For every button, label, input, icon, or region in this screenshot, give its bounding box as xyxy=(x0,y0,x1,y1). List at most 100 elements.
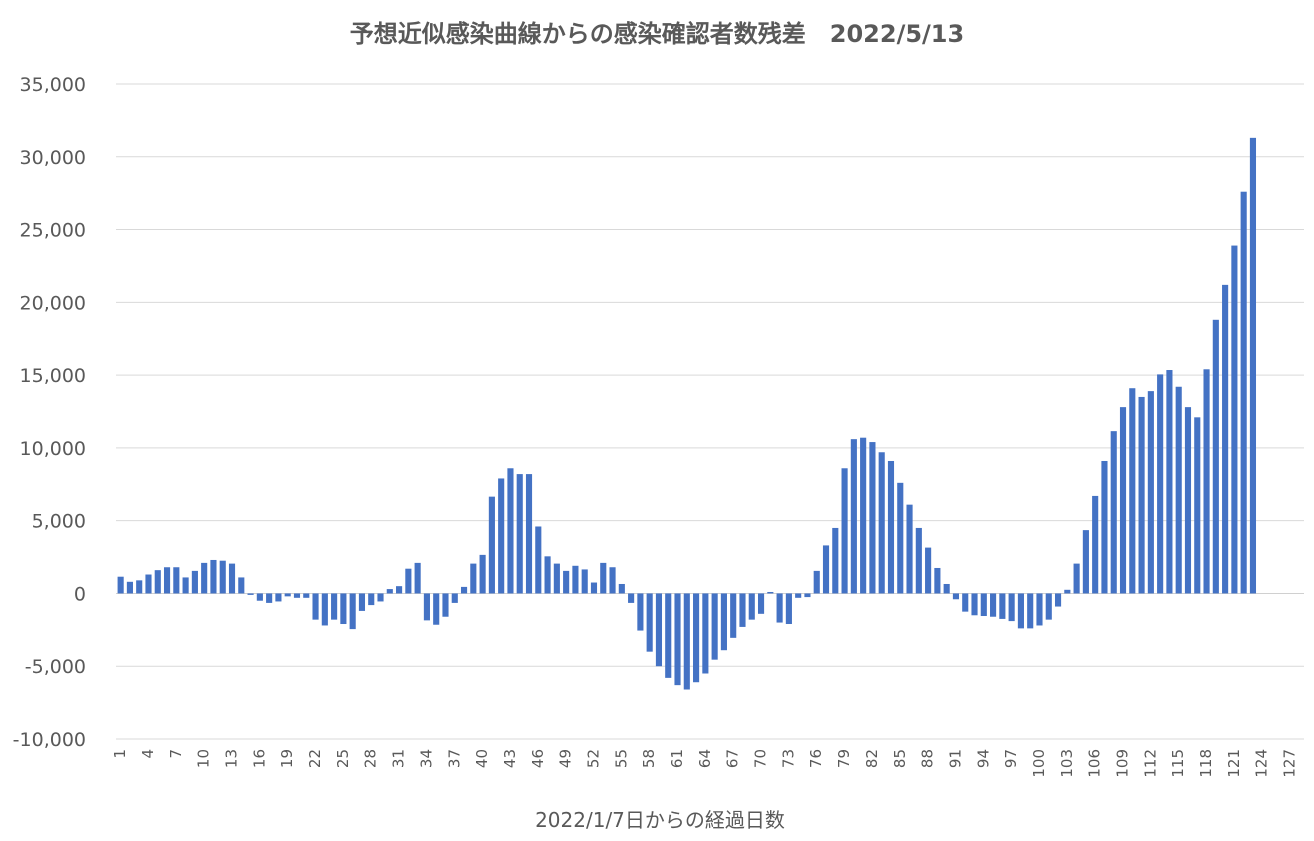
bar xyxy=(1231,245,1238,594)
bar xyxy=(507,468,514,594)
bar xyxy=(1017,593,1024,629)
bar xyxy=(173,567,180,594)
bar xyxy=(887,460,895,594)
bar xyxy=(971,593,978,616)
chart-title: 予想近似感染曲線からの感染確認者数残差 2022/5/13 xyxy=(349,20,965,48)
bar xyxy=(860,437,867,594)
bar xyxy=(618,583,625,594)
x-tick-label: 4 xyxy=(139,749,157,759)
bar xyxy=(163,567,171,594)
x-tick-label: 73 xyxy=(779,749,797,768)
x-tick-label: 13 xyxy=(223,749,241,768)
bar xyxy=(191,570,198,594)
bar xyxy=(340,593,347,625)
bar xyxy=(1045,593,1052,620)
bar xyxy=(990,593,997,617)
x-tick-label: 34 xyxy=(417,749,435,768)
x-tick-label: 97 xyxy=(1002,749,1020,768)
bar xyxy=(368,593,375,606)
x-tick-label: 112 xyxy=(1141,749,1159,778)
bar xyxy=(767,591,774,594)
bar xyxy=(609,567,616,594)
bar xyxy=(1147,391,1154,594)
bar xyxy=(952,593,960,600)
bar xyxy=(358,593,366,611)
x-tick-label: 52 xyxy=(584,749,602,768)
bar xyxy=(1129,388,1136,594)
bar xyxy=(925,547,932,594)
bar xyxy=(1249,137,1257,594)
x-tick-label: 58 xyxy=(640,749,658,768)
bar xyxy=(1119,407,1127,594)
x-tick-label: 7 xyxy=(167,749,185,759)
bar xyxy=(1184,407,1192,594)
x-tick-label: 64 xyxy=(696,749,714,768)
bar xyxy=(655,593,663,667)
bar xyxy=(1073,563,1080,594)
y-tick-label: 25,000 xyxy=(20,220,86,242)
x-tick-label: 49 xyxy=(557,749,575,768)
bar xyxy=(1027,593,1034,629)
bar xyxy=(915,527,922,594)
bar xyxy=(795,593,802,598)
bar xyxy=(321,593,328,626)
x-tick-label: 46 xyxy=(529,749,547,768)
bar xyxy=(386,589,393,594)
x-tick-label: 124 xyxy=(1253,749,1271,778)
bar xyxy=(878,452,885,594)
y-tick-label: 15,000 xyxy=(20,365,86,387)
bar xyxy=(1008,593,1015,622)
x-tick-label: 85 xyxy=(891,749,909,768)
x-tick-label: 121 xyxy=(1225,749,1243,778)
bar xyxy=(980,593,987,617)
bar xyxy=(693,593,700,683)
y-tick-label: 30,000 xyxy=(20,147,86,169)
x-tick-label: 31 xyxy=(390,749,408,768)
bar xyxy=(1240,191,1247,594)
bar xyxy=(776,593,783,623)
bar xyxy=(999,593,1006,619)
bar xyxy=(1203,369,1210,594)
bar xyxy=(748,593,755,620)
bar xyxy=(349,593,356,630)
x-tick-label: 70 xyxy=(752,749,770,768)
y-tick-label: -10,000 xyxy=(13,729,86,751)
bar xyxy=(1222,284,1229,594)
bar xyxy=(182,577,189,594)
bar xyxy=(479,554,486,594)
x-tick-label: 115 xyxy=(1169,749,1187,778)
bar xyxy=(841,468,848,594)
x-axis-label: 2022/1/7日からの経過日数 xyxy=(535,808,785,832)
x-tick-label: 118 xyxy=(1197,749,1215,778)
bar xyxy=(683,593,690,690)
x-tick-label: 76 xyxy=(807,749,825,768)
x-tick-label: 37 xyxy=(445,749,463,768)
bar xyxy=(136,580,143,594)
bar xyxy=(600,562,607,594)
bar xyxy=(1054,593,1062,607)
y-tick-label: 10,000 xyxy=(20,438,86,460)
bar xyxy=(145,574,152,594)
x-tick-label: 25 xyxy=(334,749,352,768)
bar xyxy=(869,442,876,594)
bar xyxy=(934,567,941,594)
bar xyxy=(201,562,208,594)
bar xyxy=(1101,460,1108,594)
bar xyxy=(433,593,440,625)
x-tick-label: 127 xyxy=(1281,749,1299,778)
x-tick-label: 100 xyxy=(1030,749,1048,778)
bar xyxy=(1036,593,1043,626)
bar xyxy=(442,593,449,617)
bar xyxy=(563,570,570,594)
bar xyxy=(303,593,310,598)
bar xyxy=(219,560,226,594)
x-tick-label: 40 xyxy=(473,749,491,768)
bar xyxy=(962,593,969,612)
bar xyxy=(1092,495,1099,594)
bar xyxy=(739,593,746,627)
x-tick-label: 16 xyxy=(250,749,268,768)
bar xyxy=(238,577,245,594)
bar xyxy=(665,593,672,678)
x-tick-label: 82 xyxy=(863,749,881,768)
bar xyxy=(897,482,904,594)
